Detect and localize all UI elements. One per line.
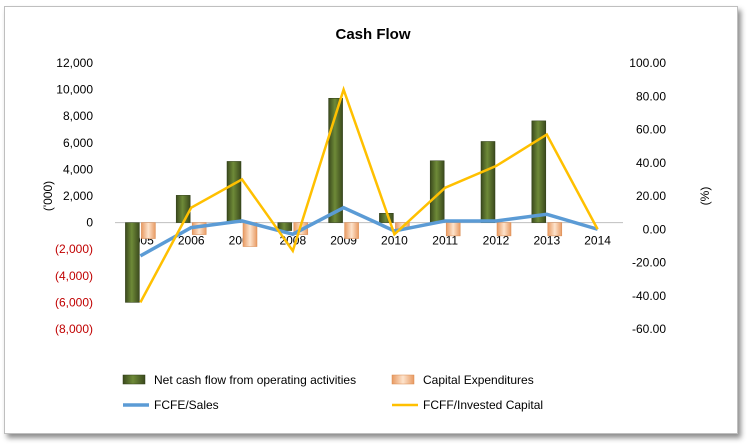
category-label: 2014	[584, 234, 611, 248]
cash-flow-chart: Cash Flow (8,000) (6,000) (4,000) (2,000) 0 2…	[41, 26, 712, 412]
category-label: 2011	[432, 234, 458, 248]
legend-operating-cash-flow-swatch	[122, 374, 146, 385]
left-tick-label: (6,000)	[55, 295, 93, 309]
category-label: 2006	[178, 234, 205, 248]
left-tick-label: 10,000	[56, 83, 93, 97]
left-tick-label: (2,000)	[55, 242, 93, 256]
bar-operating-cash-flow	[125, 222, 140, 303]
right-tick-label: -20.00	[632, 256, 666, 270]
right-tick-label: 80.00	[636, 89, 666, 103]
chart-lines	[139, 85, 599, 303]
category-label: 2010	[381, 234, 408, 248]
right-tick-label: -40.00	[632, 289, 666, 303]
bar-capital-expenditures	[445, 222, 461, 237]
chart-title: Cash Flow	[335, 26, 410, 43]
bar-capital-expenditures	[344, 222, 359, 239]
right-tick-label: 40.00	[636, 156, 666, 170]
bar-capital-expenditures	[547, 222, 563, 237]
chart-bars	[125, 97, 563, 303]
bar-capital-expenditures	[242, 222, 258, 247]
bar-operating-cash-flow	[175, 195, 191, 223]
left-tick-label: 4,000	[63, 162, 93, 176]
legend-operating-cash-flow: Net cash flow from operating activities	[154, 373, 356, 387]
left-tick-label: 2,000	[63, 189, 93, 203]
bar-operating-cash-flow	[480, 141, 496, 223]
chart-legend: Net cash flow from operating activities C…	[122, 373, 543, 412]
left-tick-label: 6,000	[63, 136, 93, 150]
right-tick-label: 60.00	[636, 123, 666, 137]
line-fcff-invested-capital	[139, 85, 599, 303]
bar-operating-cash-flow	[531, 120, 547, 223]
legend-fcff-invested-capital: FCFF/Invested Capital	[423, 398, 543, 412]
left-tick-label: (4,000)	[55, 269, 93, 283]
right-tick-label: 100.00	[629, 56, 666, 70]
right-tick-label: -60.00	[632, 322, 666, 336]
category-label: 2013	[533, 234, 560, 248]
right-tick-label: 20.00	[636, 189, 666, 203]
legend-fcfe-sales: FCFE/Sales	[154, 398, 219, 412]
left-axis-label: ('000)	[41, 181, 55, 211]
chart-frame: Cash Flow (8,000) (6,000) (4,000) (2,000) 0 2…	[4, 6, 738, 434]
bar-operating-cash-flow	[226, 161, 242, 223]
left-tick-label: 12,000	[56, 56, 93, 70]
category-label: 2008	[279, 234, 306, 248]
line-fcfe-sales	[139, 205, 599, 258]
bar-capital-expenditures	[496, 222, 512, 237]
left-tick-label: (8,000)	[55, 322, 93, 336]
legend-capital-expenditures: Capital Expenditures	[423, 373, 534, 387]
left-tick-label: 0	[86, 216, 93, 230]
bar-capital-expenditures	[141, 222, 156, 239]
category-label: 2012	[483, 234, 510, 248]
right-axis-label: (%)	[698, 187, 712, 206]
legend-capital-expenditures-swatch	[391, 374, 415, 385]
right-tick-label: 0.00	[643, 222, 667, 236]
left-tick-label: 8,000	[63, 109, 93, 123]
chart-axes: (8,000) (6,000) (4,000) (2,000) 0 2,000 4,000 6…	[41, 56, 712, 336]
